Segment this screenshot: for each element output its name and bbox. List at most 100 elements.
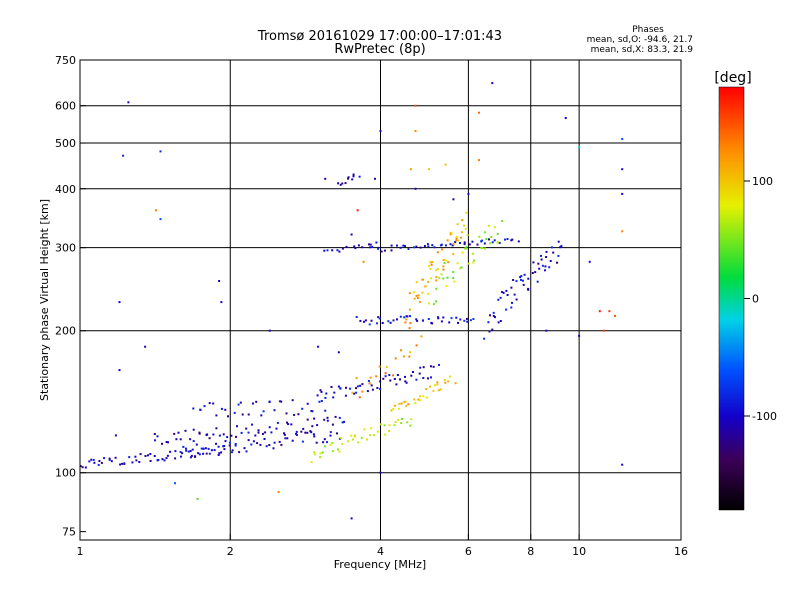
data-point xyxy=(531,272,534,274)
data-point xyxy=(131,461,134,464)
data-point xyxy=(174,482,176,485)
data-point xyxy=(417,294,420,297)
data-point xyxy=(471,240,474,243)
y-tick-label: 750 xyxy=(55,54,76,67)
data-point xyxy=(444,244,447,247)
data-point xyxy=(329,431,332,434)
data-point xyxy=(432,303,435,306)
data-point xyxy=(435,300,437,303)
data-point xyxy=(379,130,382,133)
data-point xyxy=(427,318,430,320)
data-point xyxy=(404,380,407,383)
axes: 1 2 4 6 8 10 16 75 100 200 300 400 500 600 750 xyxy=(55,54,688,558)
data-point xyxy=(138,461,141,463)
data-point xyxy=(409,315,411,318)
data-point xyxy=(319,456,322,459)
data-point xyxy=(511,301,513,304)
data-point xyxy=(461,251,464,254)
data-point xyxy=(339,436,342,439)
data-point xyxy=(430,277,432,280)
data-point xyxy=(378,365,381,368)
data-point xyxy=(357,244,360,247)
data-point xyxy=(501,220,504,222)
data-point xyxy=(413,398,416,401)
data-point xyxy=(357,441,360,444)
data-point xyxy=(404,321,407,324)
data-point xyxy=(345,245,348,248)
data-point xyxy=(454,241,457,243)
data-point xyxy=(122,154,125,157)
data-point xyxy=(336,432,338,435)
data-point xyxy=(534,271,537,274)
data-point xyxy=(487,224,490,227)
data-point xyxy=(392,408,395,410)
data-point xyxy=(212,402,215,405)
data-point xyxy=(402,355,405,358)
data-point xyxy=(161,458,164,461)
data-point xyxy=(250,443,253,446)
data-point xyxy=(478,159,480,162)
data-point xyxy=(416,319,419,322)
data-point xyxy=(295,432,297,435)
data-point xyxy=(297,413,300,416)
data-point xyxy=(410,374,413,377)
data-point xyxy=(442,265,445,268)
data-point xyxy=(341,182,344,185)
data-point xyxy=(278,440,281,443)
data-point xyxy=(268,329,271,332)
data-point xyxy=(436,268,439,270)
data-point xyxy=(427,245,430,248)
data-point xyxy=(367,380,370,382)
data-point xyxy=(429,385,431,388)
data-point xyxy=(320,400,323,402)
data-point xyxy=(443,262,446,264)
data-point xyxy=(319,389,322,392)
data-point xyxy=(379,423,382,426)
data-point xyxy=(400,422,403,424)
data-point xyxy=(222,433,225,436)
data-point xyxy=(413,297,416,300)
data-point xyxy=(496,240,499,243)
data-point xyxy=(442,277,445,280)
data-point xyxy=(369,427,372,430)
data-point xyxy=(404,245,406,248)
data-point xyxy=(290,423,293,426)
data-point xyxy=(430,376,432,379)
data-point xyxy=(351,178,354,181)
data-point xyxy=(337,351,340,354)
data-point xyxy=(441,248,443,251)
data-point xyxy=(465,317,468,320)
data-point xyxy=(262,410,265,413)
data-point xyxy=(499,320,502,322)
data-point xyxy=(407,403,410,406)
data-point xyxy=(165,457,168,460)
data-point xyxy=(187,450,190,453)
data-point xyxy=(326,249,329,252)
data-point xyxy=(368,323,371,326)
data-point xyxy=(497,298,500,301)
data-point xyxy=(278,400,281,403)
data-point xyxy=(431,260,434,263)
data-point xyxy=(316,424,319,427)
data-point xyxy=(435,287,438,290)
data-point xyxy=(447,380,450,383)
data-point xyxy=(323,445,326,448)
y-tick-label: 75 xyxy=(62,526,76,539)
data-point xyxy=(108,457,111,460)
data-point xyxy=(545,250,548,253)
data-point xyxy=(432,365,435,368)
data-point xyxy=(93,461,96,464)
data-point xyxy=(491,82,494,85)
data-point xyxy=(362,260,365,263)
data-point xyxy=(135,459,138,462)
data-point xyxy=(468,243,471,246)
data-point xyxy=(421,291,424,294)
data-point xyxy=(257,429,260,432)
data-point xyxy=(488,238,490,241)
data-point xyxy=(286,437,289,440)
data-point xyxy=(445,285,448,287)
data-point xyxy=(202,447,205,450)
data-point xyxy=(241,413,244,416)
data-point xyxy=(324,177,327,180)
data-point xyxy=(220,301,223,304)
